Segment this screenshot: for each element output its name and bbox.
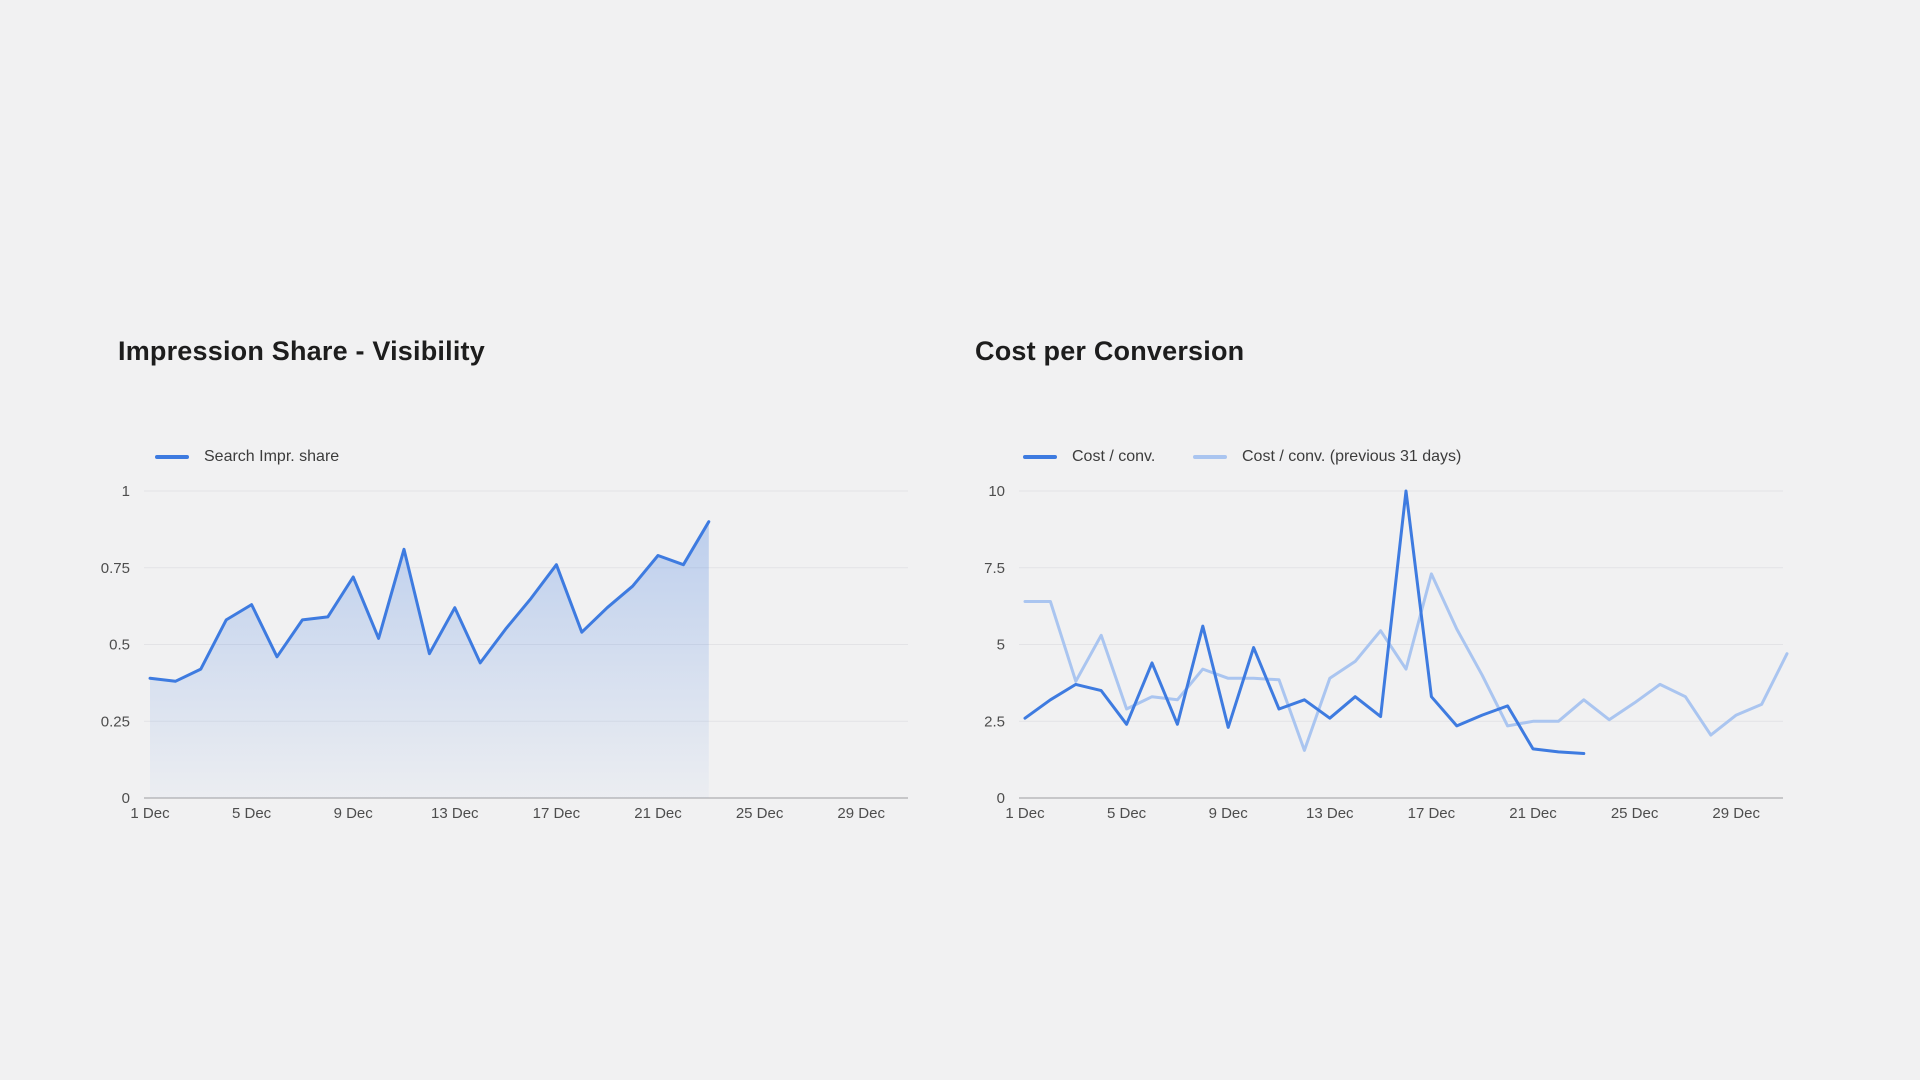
chart2-legend-label-current: Cost / conv.	[1072, 448, 1156, 465]
y-tick-label: 5	[997, 637, 1005, 654]
x-tick-label: 21 Dec	[634, 805, 682, 822]
y-tick-label: 1	[122, 483, 130, 500]
series-line-search-impr-share	[148, 520, 711, 683]
y-tick-label: 0.5	[109, 637, 130, 654]
y-tick-label: 10	[988, 483, 1005, 500]
y-tick-label: 0.25	[101, 713, 130, 730]
chart2-title: Cost per Conversion	[975, 336, 1245, 366]
chart2-legend-swatch-current-icon	[1023, 455, 1057, 459]
x-tick-label: 29 Dec	[837, 805, 885, 822]
impression-share-chart-plot[interactable]: 1 0.75 0.5 0.25 01 Dec 5 Dec 9 Dec 13 Dec 17 Dec…	[100, 455, 930, 830]
chart2-legend-swatch-previous-icon	[1193, 455, 1227, 459]
x-tick-label: 9 Dec	[1209, 805, 1249, 822]
chart1-legend-swatch-icon	[155, 455, 189, 459]
x-tick-label: 13 Dec	[431, 805, 479, 822]
x-tick-label: 1 Dec	[1005, 805, 1045, 822]
y-tick-label: 2.5	[984, 713, 1005, 730]
y-tick-label: 0	[997, 790, 1005, 807]
x-tick-label: 5 Dec	[232, 805, 272, 822]
x-tick-label: 1 Dec	[130, 805, 170, 822]
x-tick-label: 13 Dec	[1306, 805, 1354, 822]
y-tick-label: 0.75	[101, 560, 130, 577]
x-tick-label: 25 Dec	[1611, 805, 1659, 822]
x-tick-label: 25 Dec	[736, 805, 784, 822]
chart2-legend-label-previous: Cost / conv. (previous 31 days)	[1242, 448, 1462, 465]
y-tick-label: 0	[122, 790, 130, 807]
x-tick-label: 9 Dec	[334, 805, 374, 822]
y-tick-label: 7.5	[984, 560, 1005, 577]
chart1-legend-item-search-impr-share[interactable]: Search Impr. share	[155, 447, 339, 467]
series-line-cost-conv-	[1023, 489, 1586, 755]
x-tick-label: 29 Dec	[1712, 805, 1760, 822]
chart2-legend-item-cost-per-conv[interactable]: Cost / conv.	[1023, 447, 1155, 467]
area-fill	[150, 521, 709, 798]
x-tick-label: 5 Dec	[1107, 805, 1147, 822]
chart2-legend-item-cost-per-conv-previous[interactable]: Cost / conv. (previous 31 days)	[1193, 447, 1461, 467]
chart1-legend-label: Search Impr. share	[204, 448, 340, 465]
chart1-title: Impression Share - Visibility	[118, 336, 485, 366]
x-tick-label: 17 Dec	[533, 805, 581, 822]
x-tick-label: 17 Dec	[1408, 805, 1456, 822]
cost-per-conversion-chart-plot[interactable]: 10 7.5 5 2.5 01 Dec 5 Dec 9 Dec 13 Dec 17 Dec 21 …	[975, 455, 1805, 830]
x-tick-label: 21 Dec	[1509, 805, 1557, 822]
series-line-cost-conv-previous-31-days-	[1023, 572, 1789, 752]
